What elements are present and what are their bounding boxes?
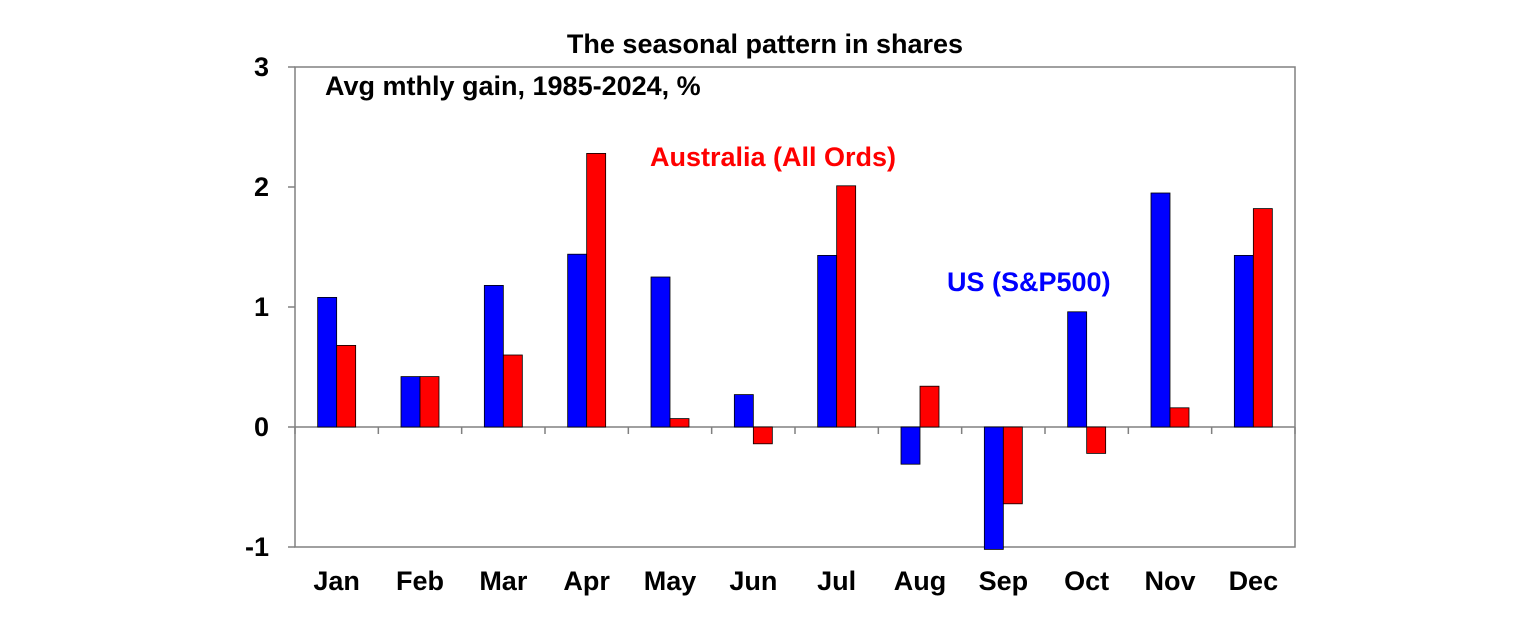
- series-label-australia: Australia (All Ords): [650, 142, 896, 172]
- x-tick-label-feb: Feb: [396, 566, 444, 596]
- bar-australia-may: [669, 418, 690, 428]
- bar-us-jan: [317, 296, 338, 428]
- bar-australia-dec: [1252, 208, 1273, 428]
- bar-us-jun: [733, 394, 754, 428]
- bar-australia-nov: [1169, 407, 1190, 428]
- bar-australia-sep: [1002, 426, 1023, 505]
- x-tick-label-jan: Jan: [313, 566, 360, 596]
- bar-australia-jul: [836, 185, 857, 428]
- bar-us-apr: [567, 253, 588, 428]
- bar-australia-feb: [419, 376, 440, 428]
- x-tick-label-aug: Aug: [894, 566, 946, 596]
- bar-us-aug: [900, 426, 921, 465]
- bar-us-sep: [983, 426, 1004, 550]
- x-axis: Jan Feb Mar Apr May Jun Jul Aug Sep Oct Nov Dec: [294, 426, 1296, 596]
- bar-us-mar: [483, 284, 504, 428]
- bar-australia-oct: [1086, 426, 1107, 454]
- x-tick-label-apr: Apr: [563, 566, 610, 596]
- y-axis: 3 2 1 0 -1: [245, 52, 295, 562]
- series-label-us: US (S&P500): [947, 267, 1111, 297]
- bar-us-may: [650, 276, 671, 428]
- bar-us-nov: [1150, 192, 1171, 428]
- bar-us-dec: [1233, 254, 1254, 428]
- bar-australia-jun: [752, 426, 773, 445]
- bar-australia-mar: [502, 354, 523, 428]
- plot-area-frame: [294, 66, 1296, 548]
- x-tick-label-jul: Jul: [817, 566, 856, 596]
- bar-us-jul: [817, 254, 838, 428]
- y-tick-label: 0: [254, 412, 269, 442]
- x-tick-label-sep: Sep: [979, 566, 1029, 596]
- chart-title: The seasonal pattern in shares: [567, 29, 963, 59]
- bar-australia-apr: [586, 152, 607, 428]
- x-tick-label-oct: Oct: [1064, 566, 1109, 596]
- y-tick-label: 1: [254, 292, 269, 322]
- bar-series-group: [317, 152, 1273, 550]
- y-tick-label: -1: [245, 532, 269, 562]
- x-tick-label-mar: Mar: [479, 566, 528, 596]
- bar-us-oct: [1067, 311, 1088, 428]
- y-tick-label: 3: [254, 52, 269, 82]
- chart-subtitle: Avg mthly gain, 1985-2024, %: [325, 71, 701, 101]
- x-tick-label-may: May: [644, 566, 697, 596]
- x-tick-label-nov: Nov: [1144, 566, 1195, 596]
- bar-australia-jan: [336, 344, 357, 428]
- bar-australia-aug: [919, 385, 940, 428]
- bar-us-feb: [400, 376, 421, 428]
- y-tick-label: 2: [254, 172, 269, 202]
- x-tick-label-jun: Jun: [729, 566, 777, 596]
- x-tick-label-dec: Dec: [1229, 566, 1279, 596]
